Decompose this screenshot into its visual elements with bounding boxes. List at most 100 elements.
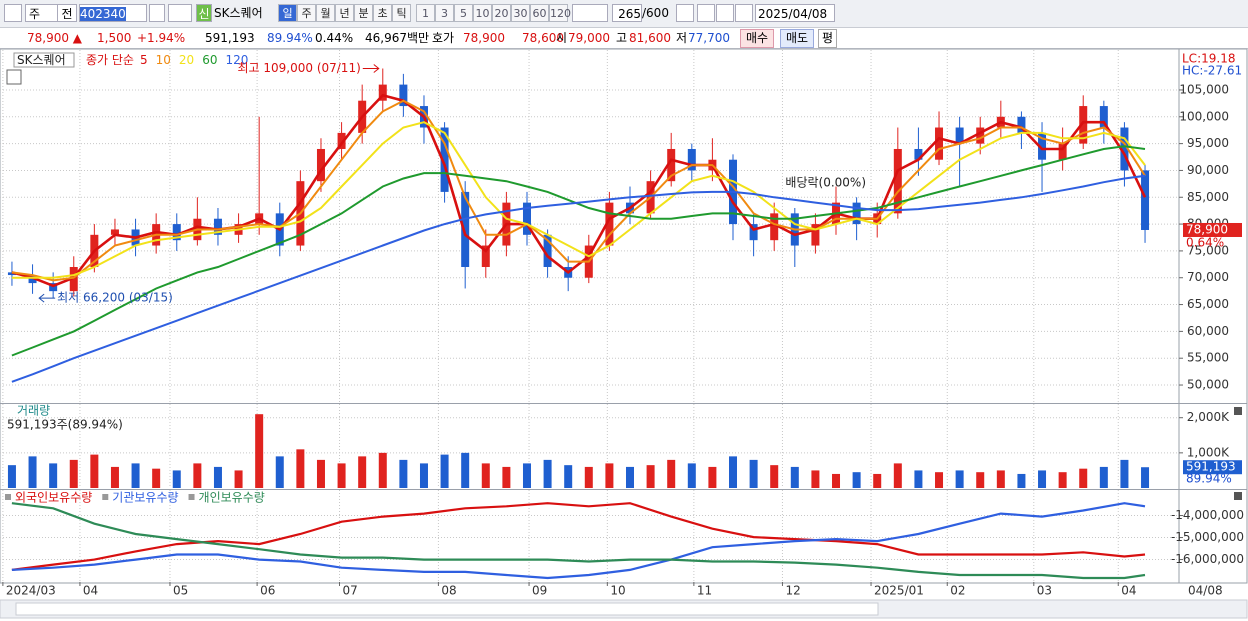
y-tick-label: -14,000,000 (1171, 508, 1244, 522)
menu-icon[interactable] (4, 4, 22, 22)
y-tick-label: 70,000 (1187, 270, 1229, 284)
volume-bar (275, 456, 284, 488)
open-label: 시 (556, 31, 568, 45)
tool-icon[interactable] (676, 4, 694, 22)
candle-body (213, 218, 222, 235)
period-button[interactable]: 초 (373, 4, 392, 22)
price-tag-change: 0.64% (1186, 235, 1224, 249)
legend-marker (188, 494, 195, 500)
close-icon[interactable] (1234, 407, 1242, 415)
period-button[interactable]: 분 (354, 4, 373, 22)
x-tick-label: 09 (532, 584, 547, 598)
volume-bar (790, 466, 799, 488)
x-tick-label: 04 (1121, 584, 1136, 598)
x-tick-label: 02 (950, 584, 965, 598)
candle-body (1141, 170, 1150, 230)
candle-body (1017, 116, 1026, 133)
buy-button[interactable]: 매수 (740, 29, 775, 48)
volume-bar (935, 472, 944, 488)
sell-button[interactable]: 매도 (780, 29, 815, 48)
avg-button[interactable]: 평 (818, 29, 838, 48)
x-tick-label: 2024/03 (6, 584, 56, 598)
candle-body (543, 234, 552, 268)
x-end-label: 04/08 (1188, 584, 1223, 598)
interval-button[interactable]: 60 (530, 4, 549, 22)
volume-bar (584, 466, 593, 488)
interval-button[interactable]: 3 (435, 4, 454, 22)
candle-body (935, 127, 944, 160)
chart-frame (0, 48, 1248, 584)
candle-body (110, 229, 119, 235)
interval-button[interactable]: 5 (454, 4, 473, 22)
prev-button[interactable]: 전 (57, 4, 77, 22)
period-button[interactable]: 일 (278, 4, 297, 22)
volume-bar (1079, 468, 1088, 488)
volume-bar (1038, 470, 1047, 488)
count-input[interactable]: 265 (612, 4, 642, 22)
x-tick-label: 06 (260, 584, 275, 598)
volume-bar (873, 473, 882, 488)
price-tag: 78,900 (1186, 222, 1228, 236)
period-button[interactable]: 틱 (392, 4, 411, 22)
legend-title: 종가 단순 (86, 53, 134, 67)
interval-button[interactable]: 20 (492, 4, 511, 22)
date-input[interactable]: 2025/04/08 (755, 4, 835, 22)
chart-title: SK스퀘어 (17, 53, 66, 67)
y-tick-label: 65,000 (1187, 297, 1229, 311)
volume-tag-rate: 89.94% (1186, 472, 1232, 486)
candle-body (316, 148, 325, 182)
candle-body (1079, 106, 1088, 144)
interval-button[interactable]: 1 (416, 4, 435, 22)
x-tick-label: 2025/01 (874, 584, 924, 598)
candle-body (852, 202, 861, 225)
y-tick-label: 75,000 (1187, 243, 1229, 257)
volume-bar (193, 463, 202, 488)
candle-body (955, 127, 964, 144)
volume-bar (419, 463, 428, 488)
interval-button[interactable]: 120 (549, 4, 571, 22)
annotation: 최저 66,200 (03/15) (57, 291, 173, 305)
volume-bar (172, 470, 181, 488)
dropdown[interactable] (572, 4, 608, 22)
legend-box (13, 52, 75, 68)
x-tick-label: 11 (697, 584, 712, 598)
candle-body (1099, 106, 1108, 128)
period-button[interactable]: 월 (316, 4, 335, 22)
period-button[interactable]: 년 (335, 4, 354, 22)
grid-icon[interactable] (6, 69, 22, 85)
volume-bar (811, 470, 820, 488)
save-icon[interactable] (716, 4, 734, 22)
series-line (11, 174, 1146, 383)
bid: 78,600 (522, 31, 564, 45)
volume-bar (131, 463, 140, 488)
volume-bar (1058, 472, 1067, 488)
volume-bar (28, 456, 37, 488)
volume-bar (316, 459, 325, 488)
amount: 46,967백만 (365, 31, 430, 45)
tool-icon[interactable] (697, 4, 715, 22)
sound-icon[interactable] (168, 4, 192, 22)
volume-bar (255, 414, 264, 488)
volume-bar (1120, 459, 1129, 488)
y-tick-label: -15,000,000 (1171, 530, 1244, 544)
code-input[interactable]: 402340 (79, 4, 147, 22)
candle-body (976, 127, 985, 144)
volume-bar (152, 468, 161, 488)
interval-button[interactable]: 10 (473, 4, 492, 22)
search-icon[interactable] (149, 4, 165, 22)
y-tick-label: 2,000K (1187, 410, 1230, 424)
interval-button[interactable]: 30 (511, 4, 530, 22)
volume: 591,193 (205, 31, 255, 45)
rate: +1.94% (137, 31, 186, 45)
period-button[interactable]: 주 (297, 4, 316, 22)
x-tick-label: 04 (83, 584, 98, 598)
volume-bar (543, 459, 552, 488)
volume-bar (646, 465, 655, 488)
scroll-track[interactable] (15, 602, 879, 616)
close-icon[interactable] (1234, 492, 1242, 500)
legend-entry: 외국인보유수량 (15, 491, 92, 505)
settings-icon[interactable] (735, 4, 753, 22)
series-line (11, 502, 1146, 580)
